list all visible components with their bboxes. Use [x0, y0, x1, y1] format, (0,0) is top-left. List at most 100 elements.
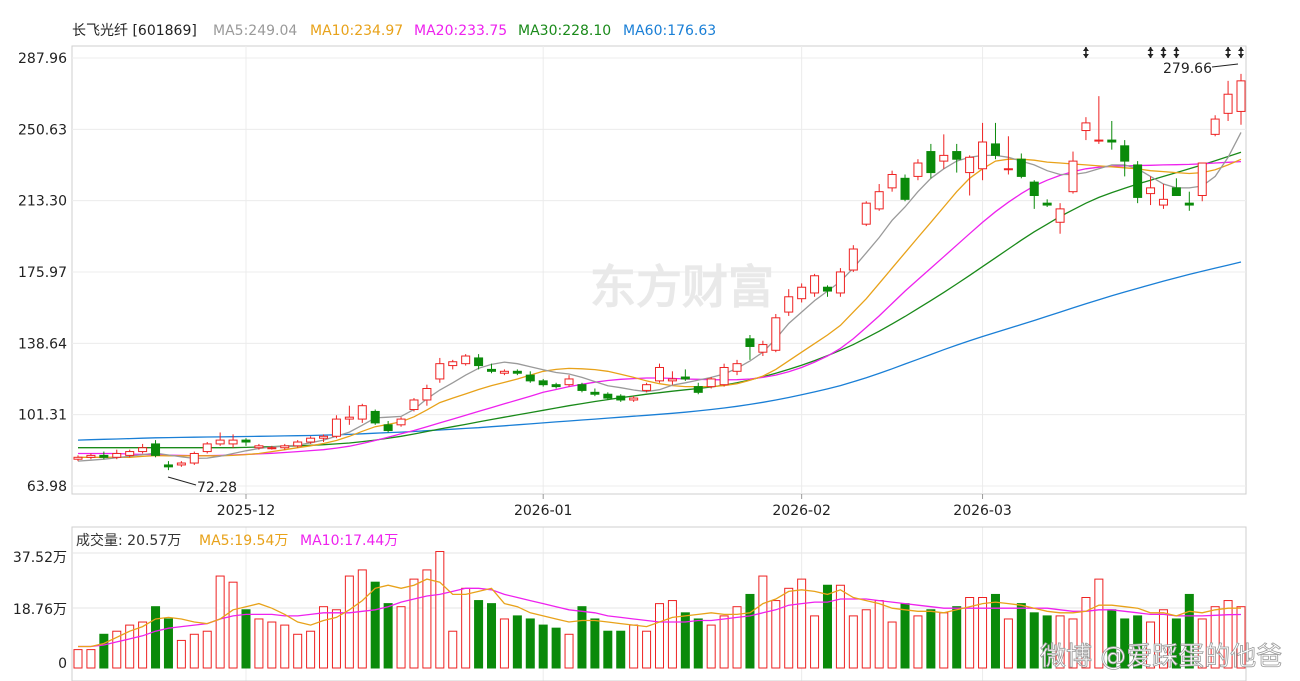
candle-up — [861, 202, 871, 225]
high-annotation: 279.66 — [1163, 61, 1212, 77]
candle-down — [1016, 158, 1026, 177]
candle-up — [784, 296, 794, 313]
price-ytick-label: 175.97 — [18, 265, 67, 281]
volume-ytick-top: 37.52万 — [13, 550, 67, 566]
candle-down — [512, 370, 522, 374]
candle-up — [1094, 139, 1104, 142]
candle-up — [1158, 198, 1168, 206]
candle-up — [86, 454, 96, 458]
candle-down — [551, 384, 561, 388]
volume-bar-up — [73, 649, 83, 669]
volume-bar-up — [913, 615, 923, 669]
volume-bar-up — [771, 600, 781, 669]
volume-bar-down — [1133, 615, 1143, 669]
volume-bar-up — [861, 609, 871, 669]
candle-down — [990, 143, 1000, 156]
candle-up — [1146, 187, 1156, 195]
candle-up — [331, 418, 341, 437]
candle-down — [822, 286, 832, 292]
candle-up — [978, 141, 988, 170]
candle-up — [215, 439, 225, 445]
volume-bar-up — [874, 600, 884, 669]
candle-up — [771, 317, 781, 351]
candle-up — [396, 418, 406, 426]
event-marker-arrow — [1238, 47, 1244, 58]
volume-bar-up — [784, 587, 794, 669]
volume-bar-down — [1016, 603, 1026, 669]
candle-up — [228, 439, 238, 445]
candle-down — [487, 368, 497, 372]
candle-up — [719, 366, 729, 386]
volume-bar-up — [810, 615, 820, 669]
candle-down — [383, 424, 393, 432]
candle-up — [112, 452, 122, 458]
volume-bars — [73, 551, 1246, 669]
candle-up — [280, 445, 290, 449]
candle-up — [939, 154, 949, 162]
candle-down — [99, 454, 109, 458]
volume-bar-up — [280, 624, 290, 669]
price-y-axis: 287.96 250.63 213.30 175.97 138.64 101.31 63.9… — [18, 51, 67, 495]
volume-bar-up — [435, 551, 445, 669]
candle-up — [435, 363, 445, 380]
candle-up — [835, 271, 845, 294]
x-tick-label: 2026-03 — [953, 503, 1012, 519]
volume-bar-up — [1068, 618, 1078, 669]
candle-up — [965, 156, 975, 174]
volume-bar-down — [680, 612, 690, 669]
volume-bar-up — [835, 584, 845, 669]
candle-down — [1107, 139, 1117, 143]
candle-down — [577, 384, 587, 391]
volume-bar-down — [577, 606, 587, 669]
volume-bar-down — [693, 618, 703, 669]
volume-bar-up — [965, 597, 975, 669]
candle-up — [1197, 162, 1207, 197]
candle-down — [370, 410, 380, 424]
volume-bar-down — [525, 618, 535, 669]
volume-bar-up — [667, 600, 677, 669]
volume-bar-down — [151, 606, 161, 669]
volume-bar-down — [590, 618, 600, 669]
candle-down — [1029, 181, 1039, 197]
candle-up — [887, 173, 897, 189]
candle-up — [732, 363, 742, 372]
volume-bar-up — [1081, 597, 1091, 669]
volume-bar-up — [1197, 618, 1207, 669]
candle-up — [189, 452, 199, 464]
candle-down — [616, 395, 626, 401]
candle-down — [163, 464, 173, 468]
volume-bar-up — [396, 606, 406, 669]
candle-up — [267, 447, 277, 450]
volume-bar-up — [138, 621, 148, 669]
volume-bar-down — [1042, 615, 1052, 669]
volume-bar-down — [1184, 593, 1194, 669]
volume-bar-up — [848, 615, 858, 669]
candle-up — [706, 378, 716, 388]
candle-up — [344, 416, 354, 420]
candle-up — [564, 378, 574, 386]
candle-up — [758, 344, 768, 353]
candle-up — [138, 447, 148, 453]
volume-bar-down — [990, 593, 1000, 669]
volume-bar-up — [1223, 600, 1233, 669]
x-tick-label: 2026-01 — [514, 503, 573, 519]
candle-down — [1171, 187, 1181, 197]
candle-up — [73, 456, 83, 460]
candle-up — [629, 397, 639, 401]
volume-bar-down — [1029, 612, 1039, 669]
event-marker-arrow — [1225, 47, 1232, 58]
candle-up — [1210, 118, 1220, 135]
event-markers — [1082, 47, 1244, 58]
stock-title: 长飞光纤 [601869] — [72, 23, 197, 39]
candle-up — [319, 435, 329, 439]
candle-up — [176, 462, 186, 466]
volume-bar-up — [1003, 618, 1013, 669]
volume-bar-up — [86, 649, 96, 669]
volume-bar-up — [978, 597, 988, 669]
volume-bar-up — [422, 569, 432, 669]
volume-bar-down — [1120, 618, 1130, 669]
volume-bar-down — [512, 615, 522, 669]
volume-bar-up — [642, 630, 652, 669]
volume-bar-up — [176, 639, 186, 669]
